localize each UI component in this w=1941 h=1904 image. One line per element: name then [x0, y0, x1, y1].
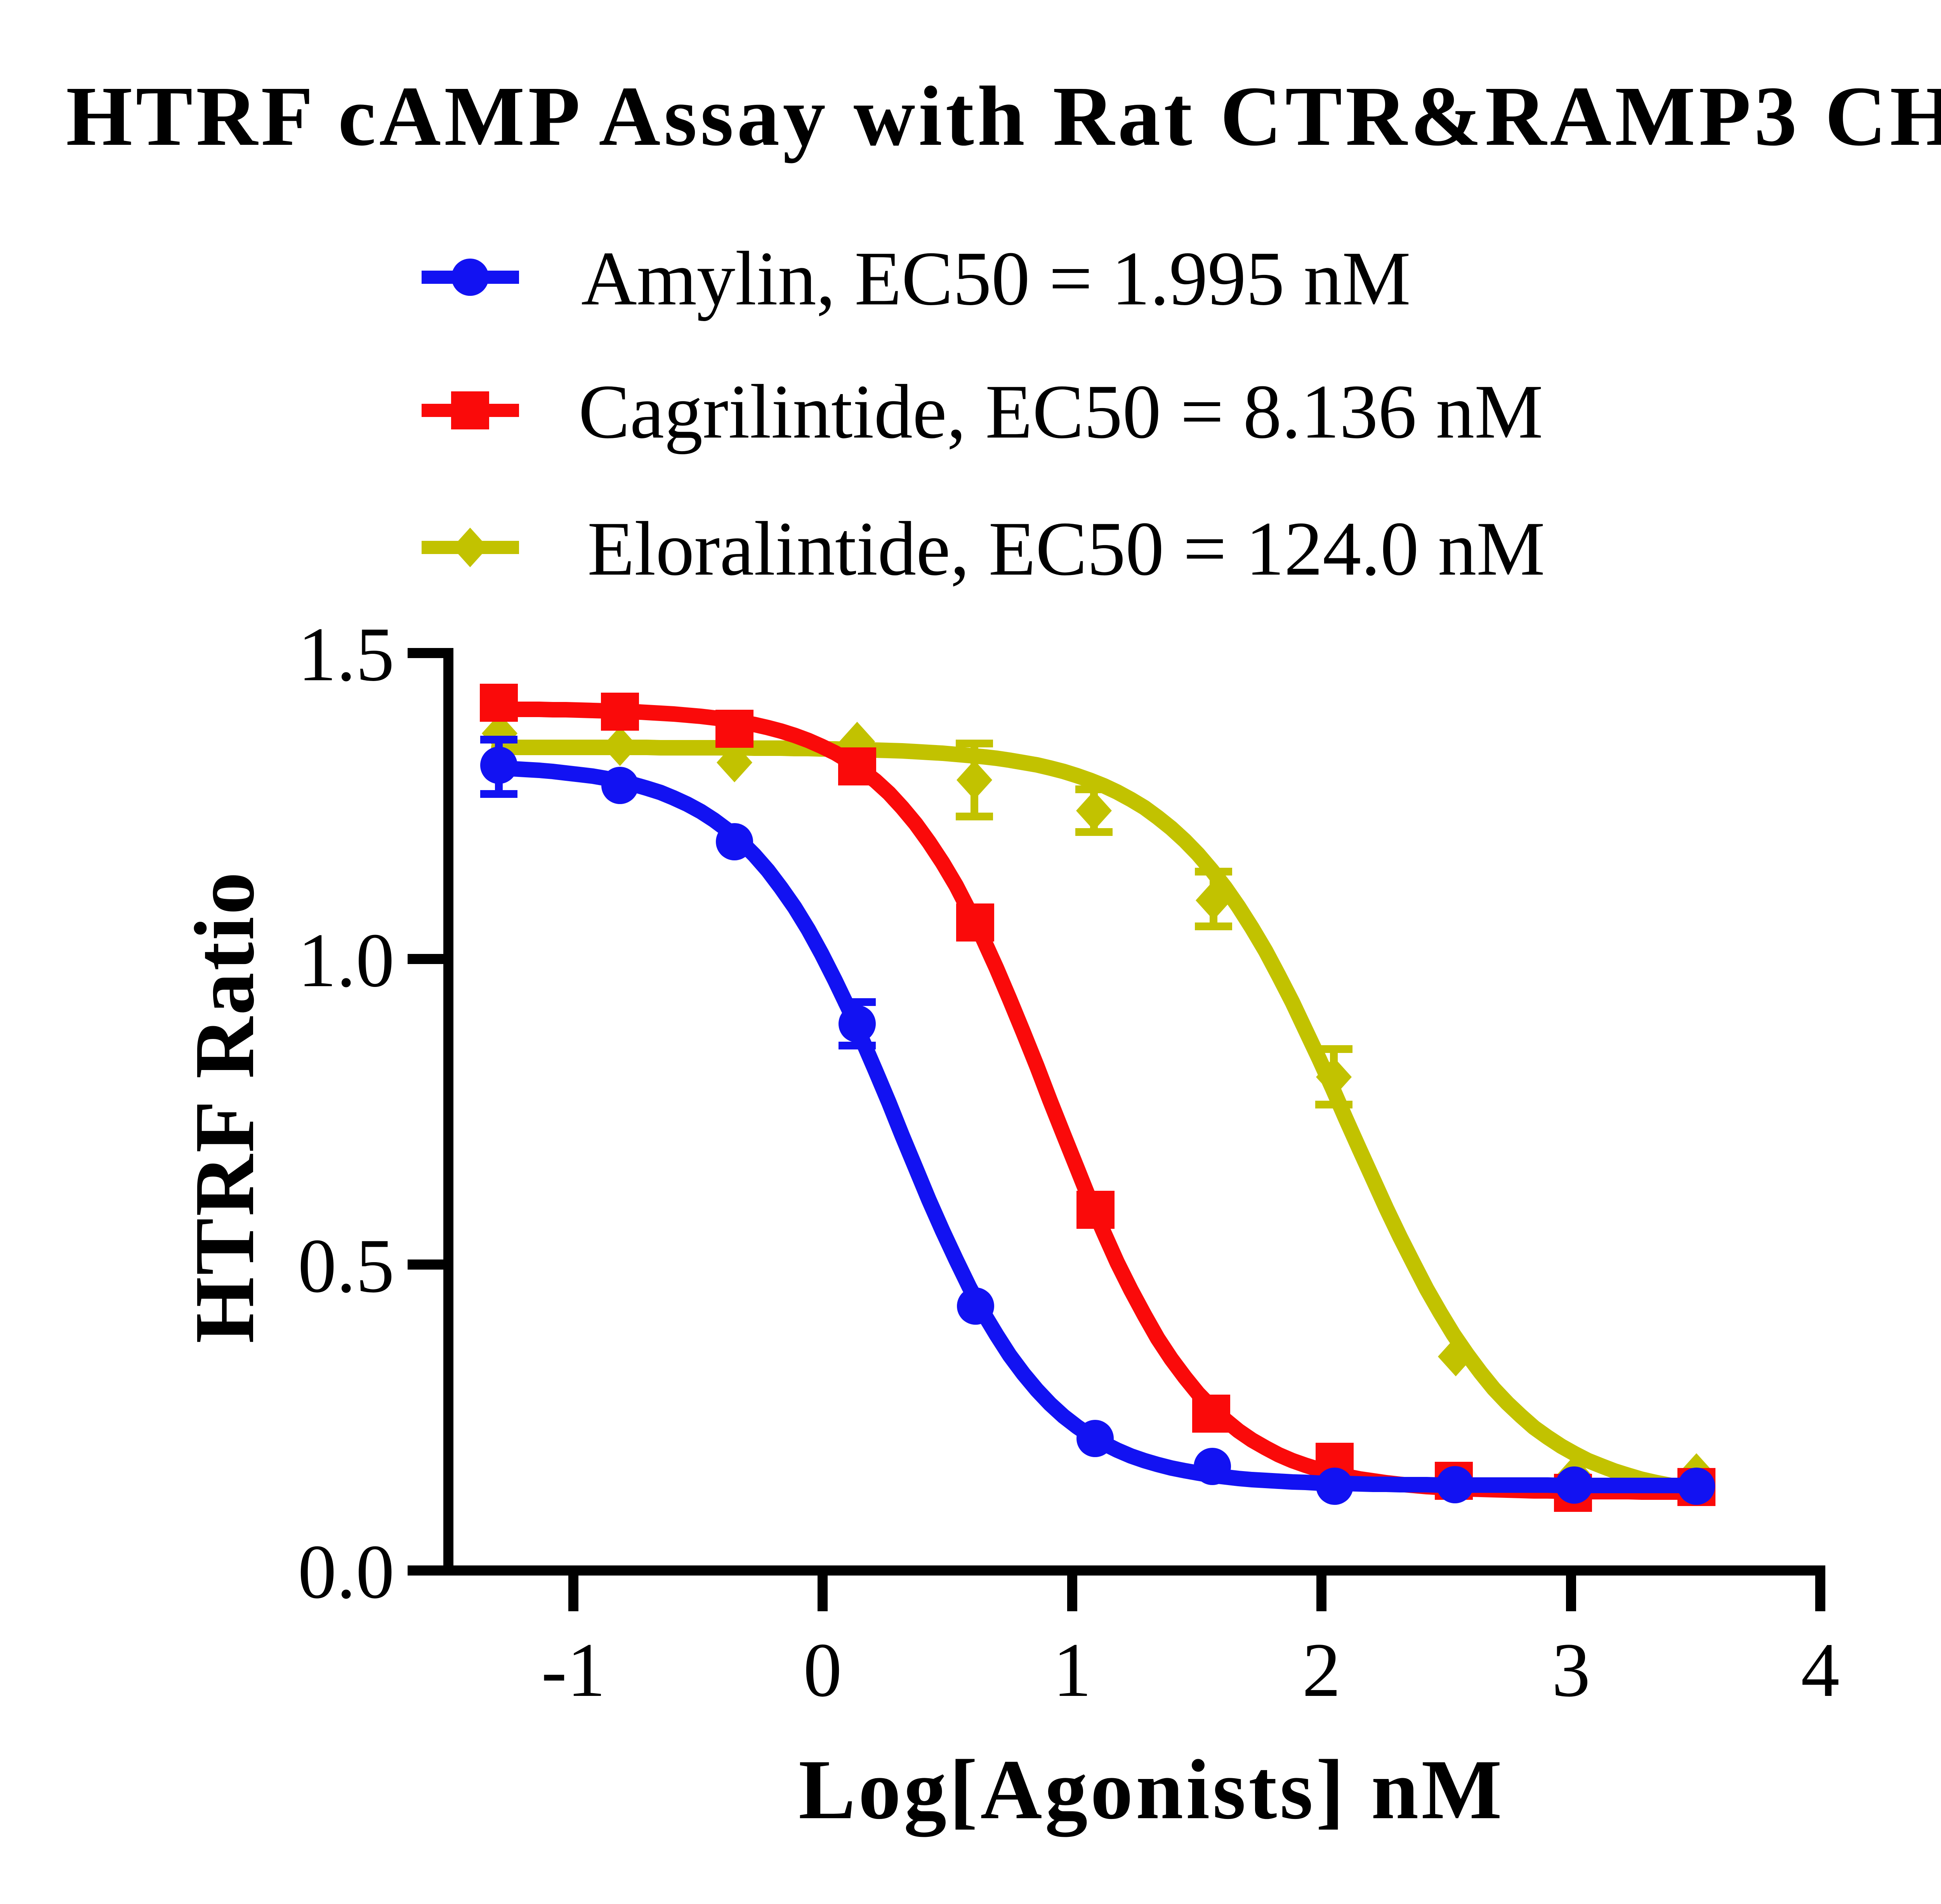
- svg-text:4: 4: [1801, 1628, 1840, 1713]
- svg-text:Eloralintide, EC50 = 124.0 nM: Eloralintide, EC50 = 124.0 nM: [587, 506, 1545, 592]
- svg-text:0.0: 0.0: [298, 1529, 394, 1615]
- svg-text:-1: -1: [541, 1628, 606, 1713]
- svg-text:1.5: 1.5: [298, 612, 394, 697]
- svg-text:2: 2: [1302, 1628, 1341, 1713]
- svg-text:1.0: 1.0: [298, 918, 394, 1003]
- svg-text:0.5: 0.5: [298, 1223, 394, 1309]
- svg-text:3: 3: [1552, 1628, 1590, 1713]
- svg-text:Amylin, EC50 = 1.995 nM: Amylin, EC50 = 1.995 nM: [581, 236, 1411, 321]
- svg-text:0: 0: [803, 1628, 842, 1713]
- svg-text:HTRF Ratio: HTRF Ratio: [177, 872, 272, 1343]
- svg-text:Log[Agonists] nM: Log[Agonists] nM: [799, 1742, 1502, 1837]
- svg-text:Cagrilintide, EC50 = 8.136 nM: Cagrilintide, EC50 = 8.136 nM: [578, 369, 1543, 455]
- svg-text:1: 1: [1053, 1628, 1092, 1713]
- svg-text:HTRF cAMP Assay with Rat CTR&R: HTRF cAMP Assay with Rat CTR&RAMP3 CHO (…: [66, 69, 1941, 163]
